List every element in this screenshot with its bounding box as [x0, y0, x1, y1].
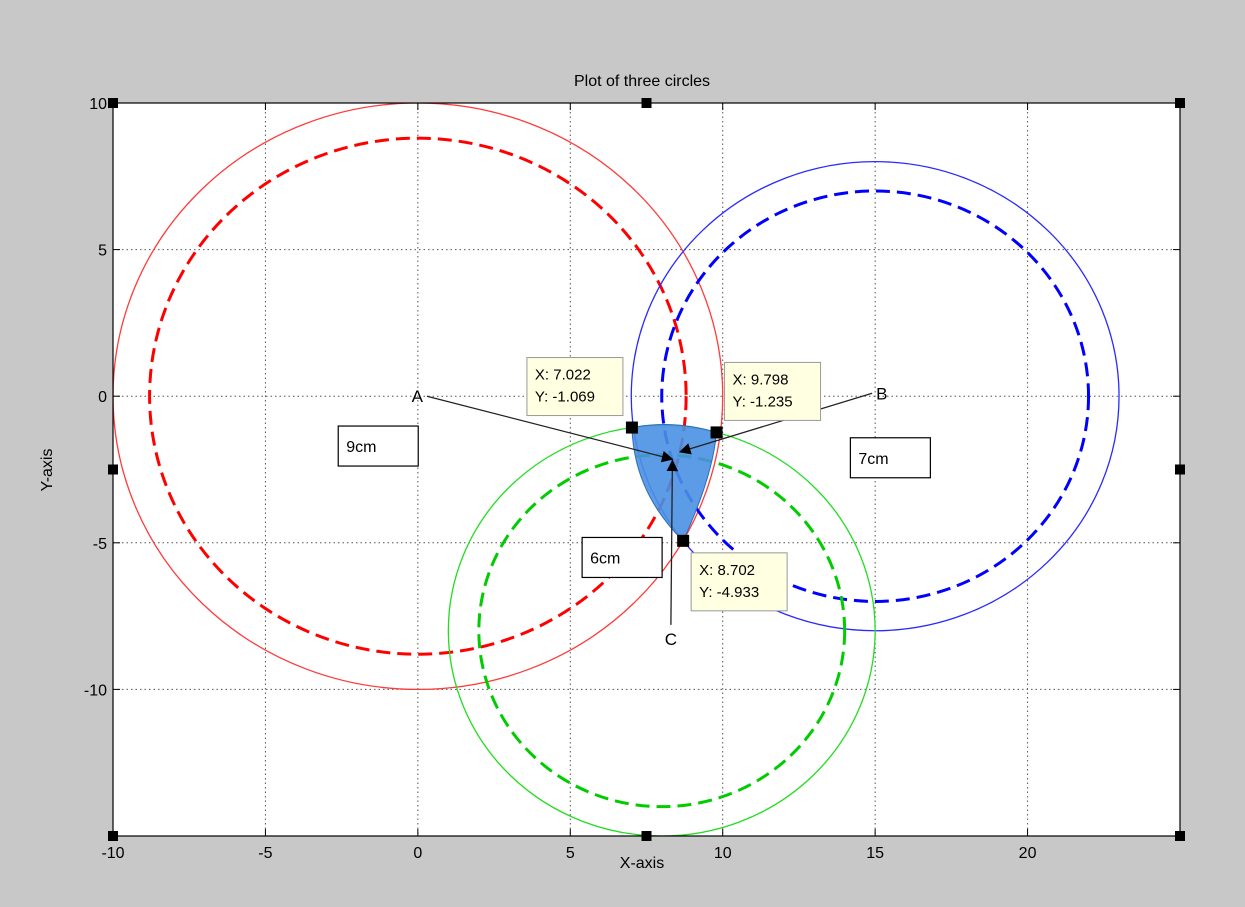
selection-handle[interactable] — [1175, 464, 1185, 475]
selection-handle[interactable] — [1175, 98, 1185, 108]
datatip-x-text: X: 9.798 — [733, 371, 789, 388]
chart-title: Plot of three circles — [574, 73, 710, 90]
selection-handle[interactable] — [641, 831, 652, 841]
radius-label-box — [337, 425, 419, 467]
annotation-arrow — [426, 395, 674, 463]
datatip-x-text: X: 8.702 — [699, 562, 755, 579]
datatip-y-text: Y: -4.933 — [699, 584, 759, 601]
x-tick-label: 10 — [714, 845, 732, 862]
x-tick-label: -10 — [101, 845, 124, 862]
radius-label: 9cm — [346, 439, 376, 456]
radius-label: 6cm — [590, 550, 620, 567]
datatip-marker[interactable] — [710, 426, 723, 439]
selection-handle[interactable] — [641, 98, 652, 108]
datatip-box[interactable] — [724, 361, 822, 421]
selection-handles[interactable] — [108, 98, 1185, 841]
annotation-label: C — [665, 630, 677, 649]
grid — [113, 103, 1180, 836]
datatip-y-text: Y: -1.069 — [535, 389, 595, 406]
dashed-circle — [660, 189, 1091, 603]
annotation-arrow — [678, 392, 873, 455]
shaded-region — [631, 423, 718, 542]
datatip-y-text: Y: -1.235 — [733, 393, 793, 410]
radius-label: 7cm — [858, 451, 888, 468]
annotation-arrow — [666, 459, 679, 625]
x-tick-label: 0 — [413, 845, 422, 862]
y-tick-label: -10 — [84, 682, 107, 699]
intersection-region — [631, 423, 718, 542]
selection-handle[interactable] — [1175, 831, 1185, 841]
annotation-label: B — [876, 384, 887, 403]
y-tick-label: 0 — [98, 389, 107, 406]
datatip-x-text: X: 7.022 — [535, 367, 591, 384]
x-tick-label: 20 — [1019, 845, 1037, 862]
annotation-label: A — [412, 387, 424, 406]
radius-label-box — [581, 536, 663, 579]
x-tick-label: 5 — [566, 845, 575, 862]
x-axis-label: X-axis — [620, 855, 664, 872]
selection-handle[interactable] — [108, 831, 118, 841]
selection-handle[interactable] — [108, 98, 118, 108]
y-tick-label: -5 — [93, 536, 107, 553]
y-axis-label: Y-axis — [39, 449, 56, 492]
datatip-marker[interactable] — [677, 534, 690, 547]
solid-circle — [113, 103, 724, 690]
radius-label-box — [849, 437, 931, 479]
x-tick-label: -5 — [258, 845, 272, 862]
datatip-marker[interactable] — [625, 421, 638, 434]
dashed-circle — [148, 136, 688, 656]
datatip-box[interactable] — [690, 552, 788, 612]
y-tick-label: 5 — [98, 243, 107, 260]
y-tick-label: 10 — [89, 96, 107, 113]
axis-ticks: -10 -5 0 5 10 15 20 -10 -5 0 5 10 — [84, 96, 1180, 862]
selection-handle[interactable] — [108, 464, 118, 475]
datatip-box[interactable] — [526, 357, 624, 417]
x-tick-label: 15 — [866, 845, 884, 862]
annotations: A B C 9cm 7cm 6cm X: 7.022 Y: -1.069 X: 9.798 Y: … — [337, 357, 931, 649]
